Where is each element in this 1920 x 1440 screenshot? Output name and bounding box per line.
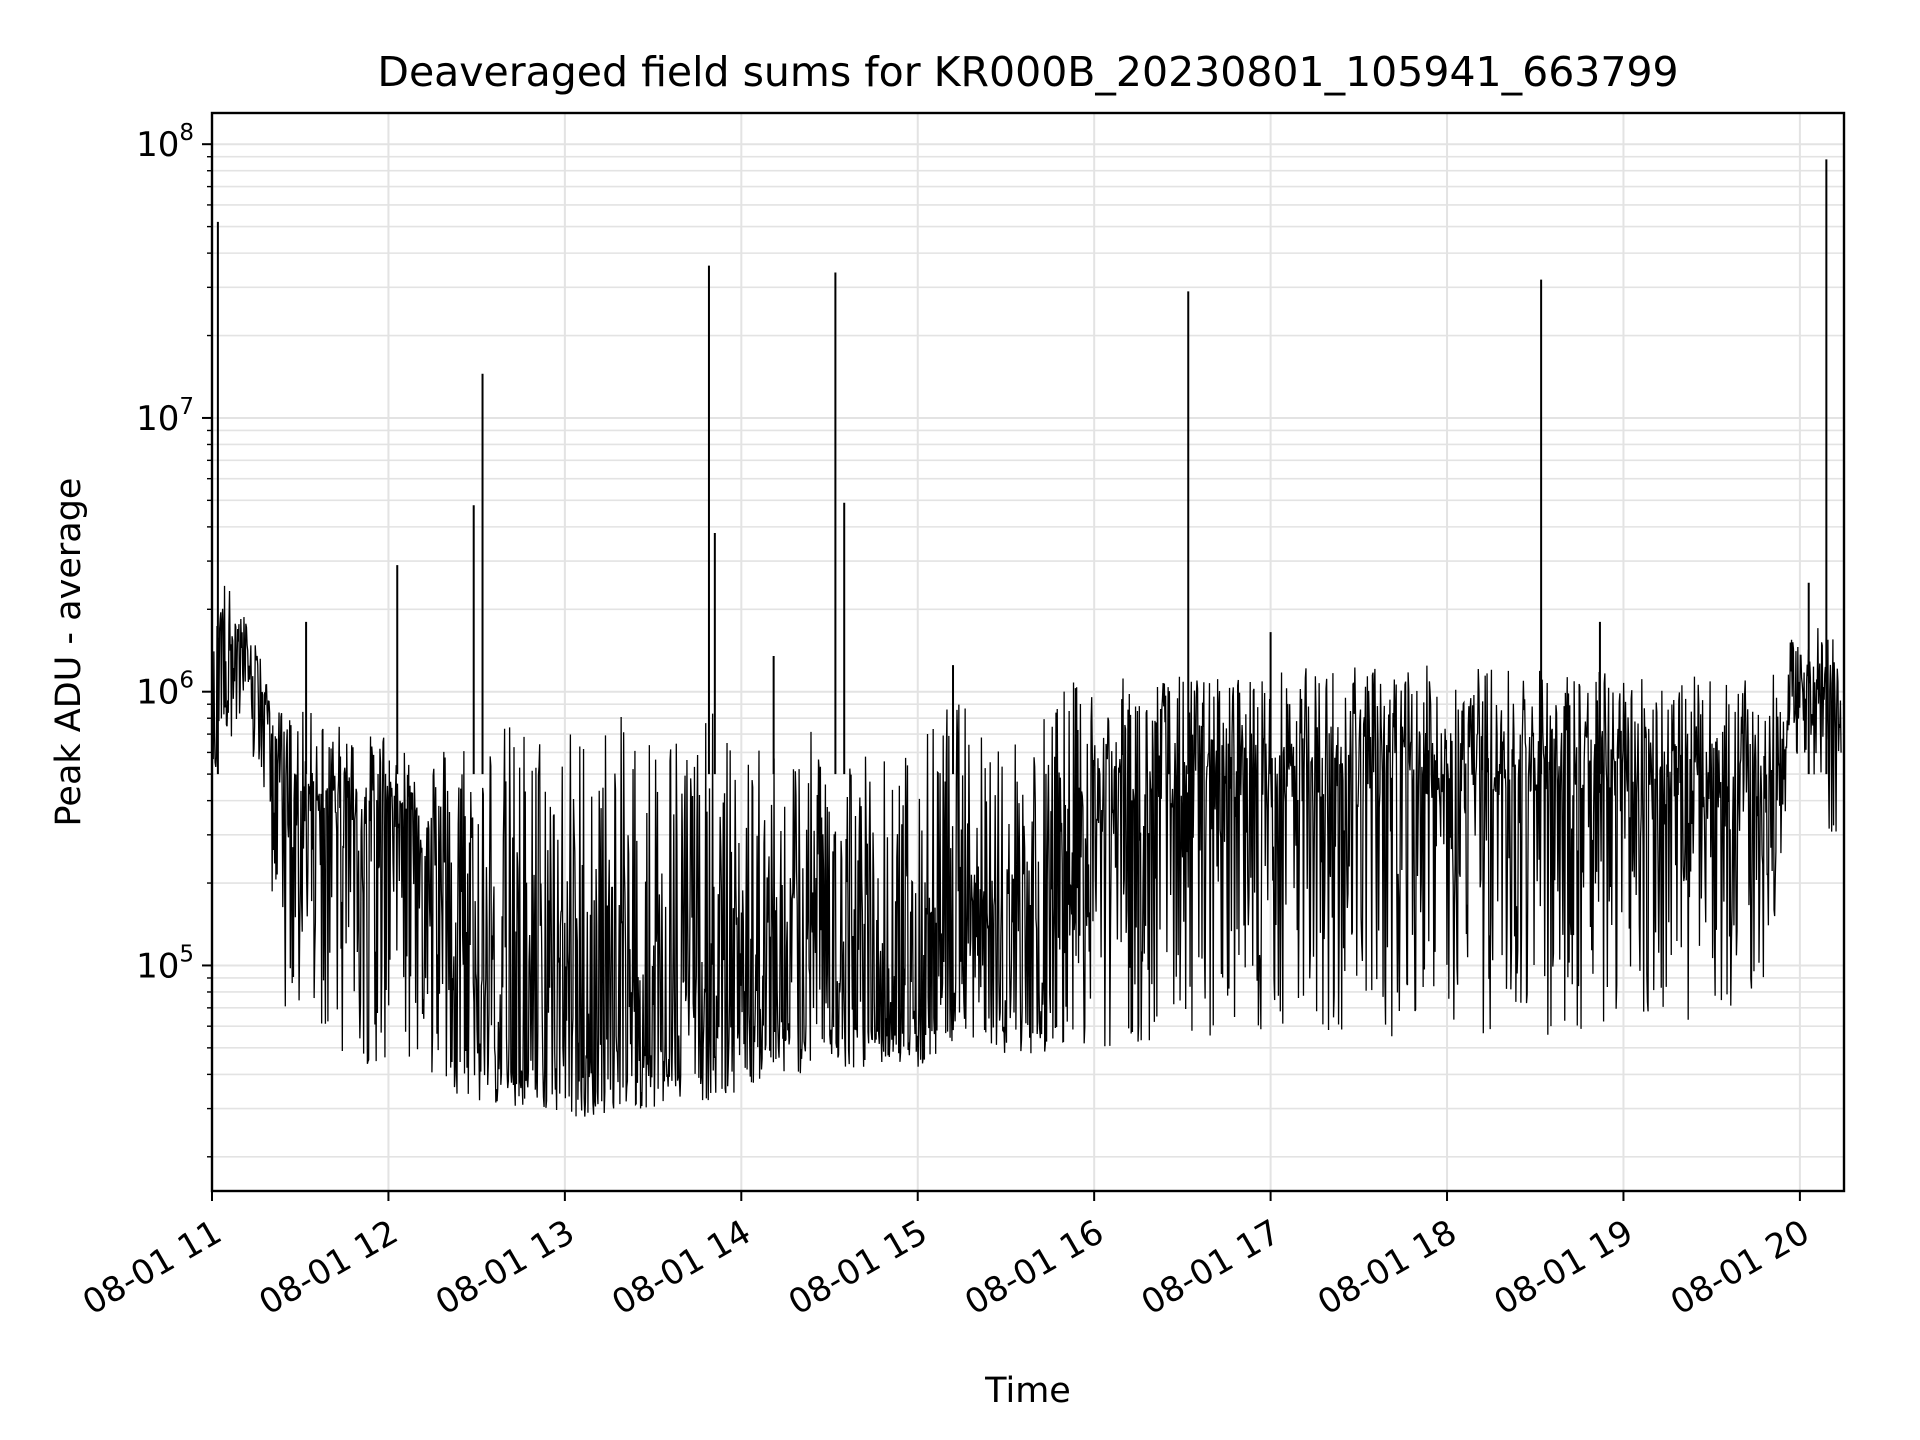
y-axis-label: Peak ADU - average — [49, 478, 89, 827]
y-tick-label: 106 — [136, 668, 194, 713]
y-tick-label: 107 — [136, 394, 194, 439]
y-axis: 105 106 107 108 — [136, 120, 212, 1158]
y-tick-label: 105 — [136, 941, 194, 986]
series-line — [212, 585, 1842, 1117]
x-axis-label: Time — [984, 1371, 1071, 1411]
y-tick-label: 108 — [136, 120, 194, 165]
plot-frame — [210, 111, 1846, 1193]
data-layer — [212, 159, 1842, 1117]
chart-title: Deaveraged field sums for KR000B_2023080… — [377, 48, 1678, 96]
